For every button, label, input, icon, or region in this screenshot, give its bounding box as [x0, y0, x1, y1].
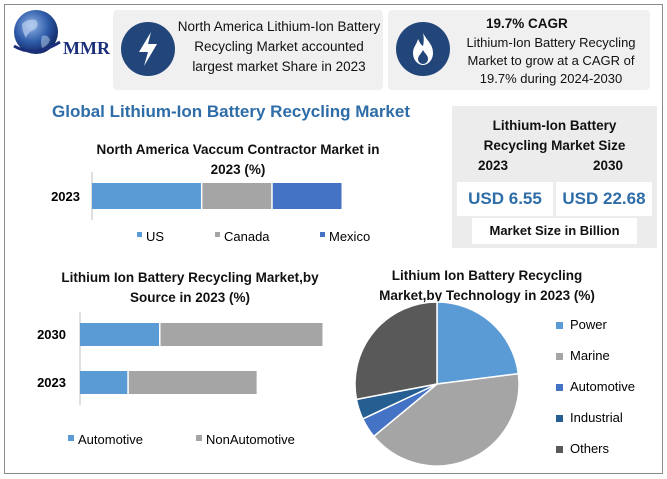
legend-label-automotive: Automotive	[78, 432, 143, 447]
legend-swatch-automotive	[68, 435, 74, 441]
legend-swatch-industrial	[556, 415, 563, 422]
market-size-year-2023: 2023	[478, 158, 509, 173]
legend-swatch-automotive	[556, 384, 563, 391]
legend-swatch-marine	[556, 353, 563, 360]
chart-title-north-america: North America Vaccum Contractor Market i…	[96, 142, 380, 177]
category-label-2023: 2023	[51, 189, 80, 204]
pie-slice-others	[354, 301, 438, 401]
pie-slice-power	[436, 301, 520, 385]
legend-swatch-nonautomotive	[196, 435, 202, 441]
bar-segment-nonautomotive-2023	[128, 371, 257, 394]
legend-label-power: Power	[570, 317, 608, 332]
flame-icon	[396, 22, 450, 76]
info-card-north-america: North America Lithium-Ion Battery Recycl…	[113, 10, 383, 90]
legend-swatch-mexico	[320, 232, 325, 237]
bar-segment-canada	[202, 183, 272, 209]
pie-slice-marine	[372, 372, 520, 467]
market-size-year-2030: 2030	[593, 158, 624, 173]
bar-segment-nonautomotive-2030	[160, 323, 323, 346]
logo-text: MMR	[63, 38, 110, 58]
chart-title-source: Lithium Ion Battery Recycling Market,by S…	[61, 270, 319, 305]
legend-swatch-canada	[215, 232, 220, 237]
market-size-panel: Lithium-Ion Battery Recycling Market Siz…	[452, 106, 657, 248]
legend-label-others: Others	[570, 441, 610, 456]
legend-label-automotive: Automotive	[570, 379, 635, 394]
lightning-bolt-icon	[121, 22, 175, 76]
card-text: North America Lithium-Ion Battery Recycl…	[177, 19, 381, 74]
legend-swatch-others	[556, 446, 563, 453]
legend-label-marine: Marine	[570, 348, 610, 363]
legend-label-mexico: Mexico	[329, 229, 370, 244]
legend-swatch-power	[556, 322, 563, 329]
main-title: Global Lithium-Ion Battery Recycling Mar…	[52, 102, 411, 121]
mmr-logo: MMR	[8, 6, 112, 66]
card-text: Lithium-Ion Battery Recycling Market to …	[466, 35, 636, 86]
bar-segment-mexico	[272, 183, 342, 209]
bar-segment-automotive-2030	[80, 323, 160, 346]
info-card-cagr: 19.7% CAGR Lithium-Ion Battery Recycling…	[388, 10, 650, 90]
legend-label-canada: Canada	[224, 229, 270, 244]
cagr-title: 19.7% CAGR	[486, 16, 568, 31]
bar-segment-us	[92, 183, 201, 209]
legend-label-industrial: Industrial	[570, 410, 623, 425]
legend-label-nonautomotive: NonAutomotive	[206, 432, 295, 447]
legend-label-us: US	[146, 229, 164, 244]
market-size-value-2023: USD 6.55	[457, 182, 553, 216]
market-size-value-2030: USD 22.68	[556, 182, 652, 216]
market-size-title: Lithium-Ion Battery Recycling Market Siz…	[483, 118, 626, 153]
bar-segment-automotive-2023	[80, 371, 128, 394]
globe-icon	[13, 10, 61, 54]
chart-title-technology: Lithium Ion Battery Recycling Market,by T…	[379, 268, 595, 303]
market-size-unit-label: Market Size in Billion	[472, 218, 637, 244]
category-label-2023: 2023	[37, 375, 66, 390]
legend-swatch-us	[137, 232, 142, 237]
category-label-2030: 2030	[37, 327, 66, 342]
